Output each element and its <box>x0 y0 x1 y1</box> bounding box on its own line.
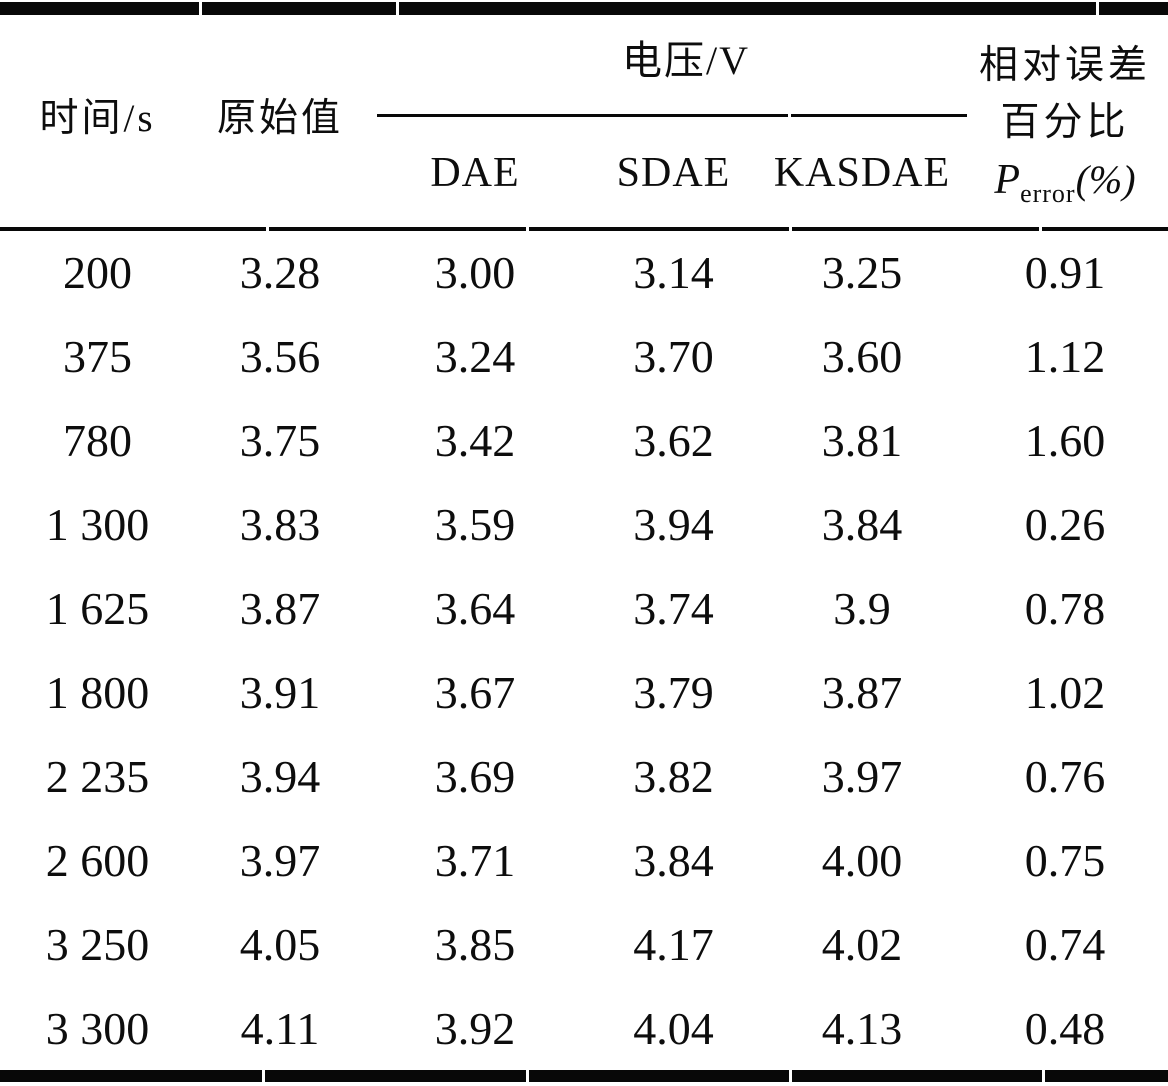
header-separator-rule <box>0 227 1168 231</box>
cell-kasdae: 3.81 <box>821 415 903 467</box>
cell-dae: 3.00 <box>434 247 516 299</box>
cell-original: 3.83 <box>239 499 321 551</box>
error-subscript: error <box>1020 179 1076 208</box>
column-header-kasdae: KASDAE <box>773 150 951 196</box>
cell-kasdae: 4.00 <box>821 834 903 886</box>
column-header-time: 时间/s <box>39 97 156 140</box>
cell-kasdae: 3.87 <box>821 666 903 718</box>
column-header-error-line1: 相对误差 <box>978 44 1151 87</box>
cell-time: 200 <box>63 247 132 299</box>
cell-original: 3.75 <box>239 415 321 467</box>
cell-kasdae: 4.02 <box>821 918 903 970</box>
cell-time: 1 800 <box>45 666 150 718</box>
table-body: 200 3.28 3.00 3.14 3.25 0.91 375 3.56 3.… <box>0 231 1168 1070</box>
table-row: 780 3.75 3.42 3.62 3.81 1.60 <box>0 399 1168 483</box>
table-row: 1 800 3.91 3.67 3.79 3.87 1.02 <box>0 651 1168 735</box>
cell-kasdae: 3.84 <box>821 499 903 551</box>
cell-sdae: 3.84 <box>633 834 714 886</box>
cell-original: 3.87 <box>239 583 321 635</box>
table-row: 2 235 3.94 3.69 3.82 3.97 0.76 <box>0 734 1168 818</box>
cell-original: 4.11 <box>240 1002 320 1054</box>
voltage-group-underline <box>377 114 967 117</box>
cell-sdae: 4.04 <box>633 1002 714 1054</box>
cell-dae: 3.67 <box>434 666 516 718</box>
table-row: 1 300 3.83 3.59 3.94 3.84 0.26 <box>0 483 1168 567</box>
table-row: 3 250 4.05 3.85 4.17 4.02 0.74 <box>0 902 1168 986</box>
cell-dae: 3.42 <box>434 415 516 467</box>
table-row: 375 3.56 3.24 3.70 3.60 1.12 <box>0 315 1168 399</box>
cell-original: 4.05 <box>239 918 321 970</box>
cell-dae: 3.24 <box>434 331 516 383</box>
cell-original: 3.56 <box>239 331 321 383</box>
cell-sdae: 3.74 <box>633 583 714 635</box>
cell-time: 1 625 <box>45 583 150 635</box>
cell-sdae: 3.62 <box>633 415 714 467</box>
table-row: 200 3.28 3.00 3.14 3.25 0.91 <box>0 231 1168 315</box>
cell-error: 0.78 <box>1024 583 1106 635</box>
cell-kasdae: 3.60 <box>821 331 903 383</box>
cell-error: 0.91 <box>1024 247 1106 299</box>
cell-sdae: 4.17 <box>633 918 714 970</box>
cell-time: 1 300 <box>45 499 150 551</box>
cell-dae: 3.71 <box>434 834 516 886</box>
cell-dae: 3.85 <box>434 918 516 970</box>
error-symbol: P <box>994 157 1021 203</box>
cell-error: 0.74 <box>1024 918 1106 970</box>
cell-error: 0.26 <box>1024 499 1106 551</box>
cell-time: 3 300 <box>45 1002 150 1054</box>
table-row: 2 600 3.97 3.71 3.84 4.00 0.75 <box>0 818 1168 902</box>
column-header-error-formula: Perror(%) <box>962 153 1168 207</box>
cell-error: 0.48 <box>1024 1002 1106 1054</box>
column-header-sdae: SDAE <box>616 150 731 196</box>
cell-kasdae: 3.25 <box>821 247 903 299</box>
cell-dae: 3.59 <box>434 499 516 551</box>
cell-time: 2 235 <box>45 750 150 802</box>
cell-dae: 3.64 <box>434 583 516 635</box>
column-header-dae: DAE <box>430 150 520 196</box>
cell-time: 375 <box>63 331 132 383</box>
cell-sdae: 3.82 <box>633 750 714 802</box>
cell-sdae: 3.14 <box>633 247 714 299</box>
cell-original: 3.97 <box>239 834 321 886</box>
cell-kasdae: 3.9 <box>833 583 891 635</box>
table-top-rule <box>0 2 1168 15</box>
cell-sdae: 3.79 <box>633 666 714 718</box>
cell-original: 3.94 <box>239 750 321 802</box>
cell-original: 3.91 <box>239 666 321 718</box>
cell-dae: 3.92 <box>434 1002 516 1054</box>
cell-time: 2 600 <box>45 834 150 886</box>
cell-error: 1.60 <box>1024 415 1106 467</box>
cell-kasdae: 4.13 <box>821 1002 903 1054</box>
cell-time: 3 250 <box>45 918 150 970</box>
column-header-original: 原始值 <box>216 97 343 140</box>
table-bottom-rule <box>0 1070 1168 1082</box>
cell-sdae: 3.94 <box>633 499 714 551</box>
cell-error: 1.02 <box>1024 666 1106 718</box>
cell-kasdae: 3.97 <box>821 750 903 802</box>
cell-error: 0.76 <box>1024 750 1106 802</box>
cell-dae: 3.69 <box>434 750 516 802</box>
table-row: 1 625 3.87 3.64 3.74 3.9 0.78 <box>0 567 1168 651</box>
group-header-voltage: 电压/V <box>622 38 750 83</box>
cell-sdae: 3.70 <box>633 331 714 383</box>
table-row: 3 300 4.11 3.92 4.04 4.13 0.48 <box>0 986 1168 1070</box>
cell-error: 0.75 <box>1024 834 1106 886</box>
error-unit: (%) <box>1075 157 1136 202</box>
cell-time: 780 <box>63 415 132 467</box>
cell-error: 1.12 <box>1024 331 1106 383</box>
cell-original: 3.28 <box>239 247 321 299</box>
column-header-error-line2: 百分比 <box>1000 101 1130 144</box>
